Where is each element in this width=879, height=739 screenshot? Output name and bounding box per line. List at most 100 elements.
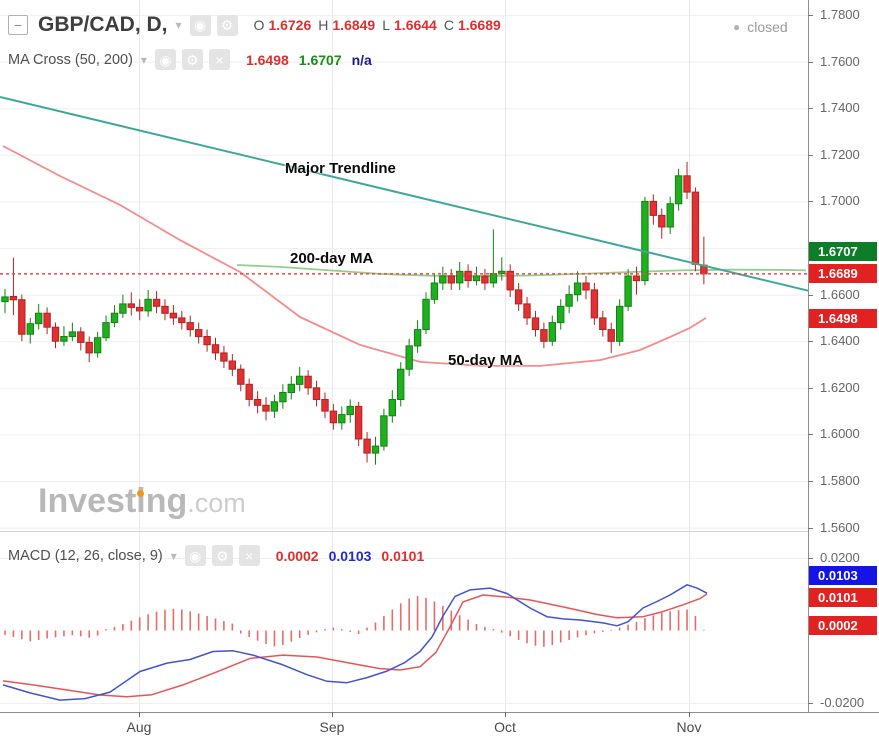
candle-body bbox=[186, 322, 194, 331]
eye-icon[interactable]: ◉ bbox=[184, 545, 206, 566]
axis-tick bbox=[808, 201, 813, 202]
logo-orange-dot-icon bbox=[137, 490, 144, 497]
axis-price-badge: 1.6707 bbox=[809, 242, 877, 261]
candle-body bbox=[548, 322, 556, 342]
ma-cross-label[interactable]: MA Cross (50, 200) bbox=[8, 51, 133, 68]
candle-body bbox=[691, 191, 700, 265]
candle-body bbox=[599, 317, 607, 330]
candle-body bbox=[397, 368, 405, 401]
candle-body bbox=[641, 200, 649, 282]
candle-body bbox=[329, 410, 338, 424]
status-dot-icon: ● bbox=[733, 20, 741, 34]
chevron-down-icon[interactable]: ▾ bbox=[140, 52, 147, 67]
chevron-down-icon[interactable]: ▾ bbox=[175, 18, 182, 32]
gear-icon[interactable]: ⚙ bbox=[181, 49, 203, 70]
candle-body bbox=[658, 214, 666, 228]
candle-body bbox=[413, 329, 422, 347]
candle-body bbox=[270, 401, 279, 412]
ma200-line[interactable] bbox=[236, 264, 807, 278]
candle-body bbox=[430, 282, 439, 300]
candle-body bbox=[245, 383, 253, 400]
macd-signal-value: 0.0101 bbox=[381, 547, 425, 564]
candle-body bbox=[573, 282, 582, 296]
candle-body bbox=[203, 336, 211, 346]
close-icon[interactable]: × bbox=[238, 545, 260, 566]
axis-tick bbox=[808, 155, 813, 156]
candle-body bbox=[439, 275, 447, 284]
low-label: L bbox=[382, 17, 391, 33]
macd-line-value: 0.0103 bbox=[328, 547, 372, 564]
price-axis-label: 1.7200 bbox=[820, 147, 860, 162]
candle-body bbox=[371, 445, 380, 454]
candle-body bbox=[632, 275, 641, 282]
candle-body bbox=[405, 345, 413, 370]
candle-body bbox=[220, 352, 228, 362]
chart-annotation[interactable]: Major Trendline bbox=[285, 160, 396, 177]
gear-icon[interactable]: ⚙ bbox=[211, 545, 233, 566]
candle-body bbox=[464, 270, 472, 282]
candle-body bbox=[582, 282, 590, 291]
candle-body bbox=[296, 375, 304, 385]
time-axis-label: Sep bbox=[319, 719, 345, 735]
candle-body bbox=[321, 399, 329, 412]
candle-body bbox=[253, 399, 262, 406]
axis-tick bbox=[505, 712, 506, 717]
price-axis-border bbox=[808, 0, 809, 712]
candle-body bbox=[607, 329, 615, 342]
candle-body bbox=[565, 294, 573, 307]
candle-body bbox=[178, 317, 186, 324]
macd-hist-value: 0.0002 bbox=[275, 547, 319, 564]
price-axis-label: 1.7400 bbox=[820, 100, 860, 115]
candle-body bbox=[523, 303, 531, 319]
macd-label[interactable]: MACD (12, 26, close, 9) bbox=[8, 547, 163, 564]
ma50-line[interactable] bbox=[2, 145, 707, 367]
eye-icon[interactable]: ◉ bbox=[154, 49, 176, 70]
price-axis-label: 1.7800 bbox=[820, 7, 860, 22]
candle-body bbox=[506, 270, 514, 291]
gear-icon[interactable]: ⚙ bbox=[216, 14, 238, 36]
collapse-legend-button[interactable]: − bbox=[8, 15, 28, 35]
eye-icon[interactable]: ◉ bbox=[189, 14, 211, 36]
candle-body bbox=[422, 298, 430, 331]
macd-signal-line bbox=[2, 593, 708, 698]
status-text: closed bbox=[747, 19, 788, 35]
candle-body bbox=[590, 289, 599, 319]
close-icon[interactable]: × bbox=[208, 49, 230, 70]
chart-annotation[interactable]: 200-day MA bbox=[290, 250, 374, 267]
chevron-down-icon[interactable]: ▾ bbox=[170, 548, 177, 563]
candle-body bbox=[18, 299, 26, 335]
symbol-title[interactable]: GBP/CAD, D, bbox=[38, 13, 168, 36]
price-axis-label: 1.7600 bbox=[820, 54, 860, 69]
candle-body bbox=[1, 296, 9, 303]
candle-body bbox=[388, 399, 397, 417]
price-axis-label: 1.5600 bbox=[820, 520, 860, 535]
candle-body bbox=[312, 387, 321, 400]
axis-price-badge: 0.0103 bbox=[809, 566, 877, 585]
candle-body bbox=[169, 312, 178, 319]
ohlc-values: O 1.6726 H 1.6849 L 1.6644 C 1.6689 bbox=[254, 17, 501, 33]
chart-annotation[interactable]: 50-day MA bbox=[448, 352, 524, 369]
macd-legend: MACD (12, 26, close, 9) ▾ ◉ ⚙ × 0.0002 0… bbox=[8, 545, 424, 566]
candle-body bbox=[683, 175, 691, 193]
ma-na-value: n/a bbox=[351, 51, 372, 68]
candle-body bbox=[481, 275, 489, 284]
candle-body bbox=[540, 329, 548, 342]
price-axis-label: 1.6400 bbox=[820, 333, 860, 348]
candle-body bbox=[346, 405, 354, 416]
open-value: 1.6726 bbox=[268, 17, 312, 33]
ma200-value: 1.6707 bbox=[298, 51, 342, 68]
chart-canvas[interactable] bbox=[0, 0, 808, 712]
candle-body bbox=[26, 323, 35, 335]
price-axis[interactable]: 1.7800 1.7600 1.7400 1.7200 1.7000 1.6600 1.64… bbox=[808, 0, 879, 712]
candle-body bbox=[228, 360, 237, 370]
time-axis[interactable]: Aug Sep Oct Nov bbox=[0, 712, 879, 739]
time-axis-label: Oct bbox=[494, 719, 516, 735]
axis-tick bbox=[808, 528, 813, 529]
candle-body bbox=[161, 305, 169, 314]
candle-body bbox=[9, 296, 18, 301]
price-axis-label: 1.6200 bbox=[820, 380, 860, 395]
trendline-drawing[interactable] bbox=[0, 96, 808, 292]
candle-body bbox=[674, 175, 683, 205]
ma-cross-legend: MA Cross (50, 200) ▾ ◉ ⚙ × 1.6498 1.6707… bbox=[8, 49, 372, 70]
axis-tick bbox=[808, 15, 813, 16]
